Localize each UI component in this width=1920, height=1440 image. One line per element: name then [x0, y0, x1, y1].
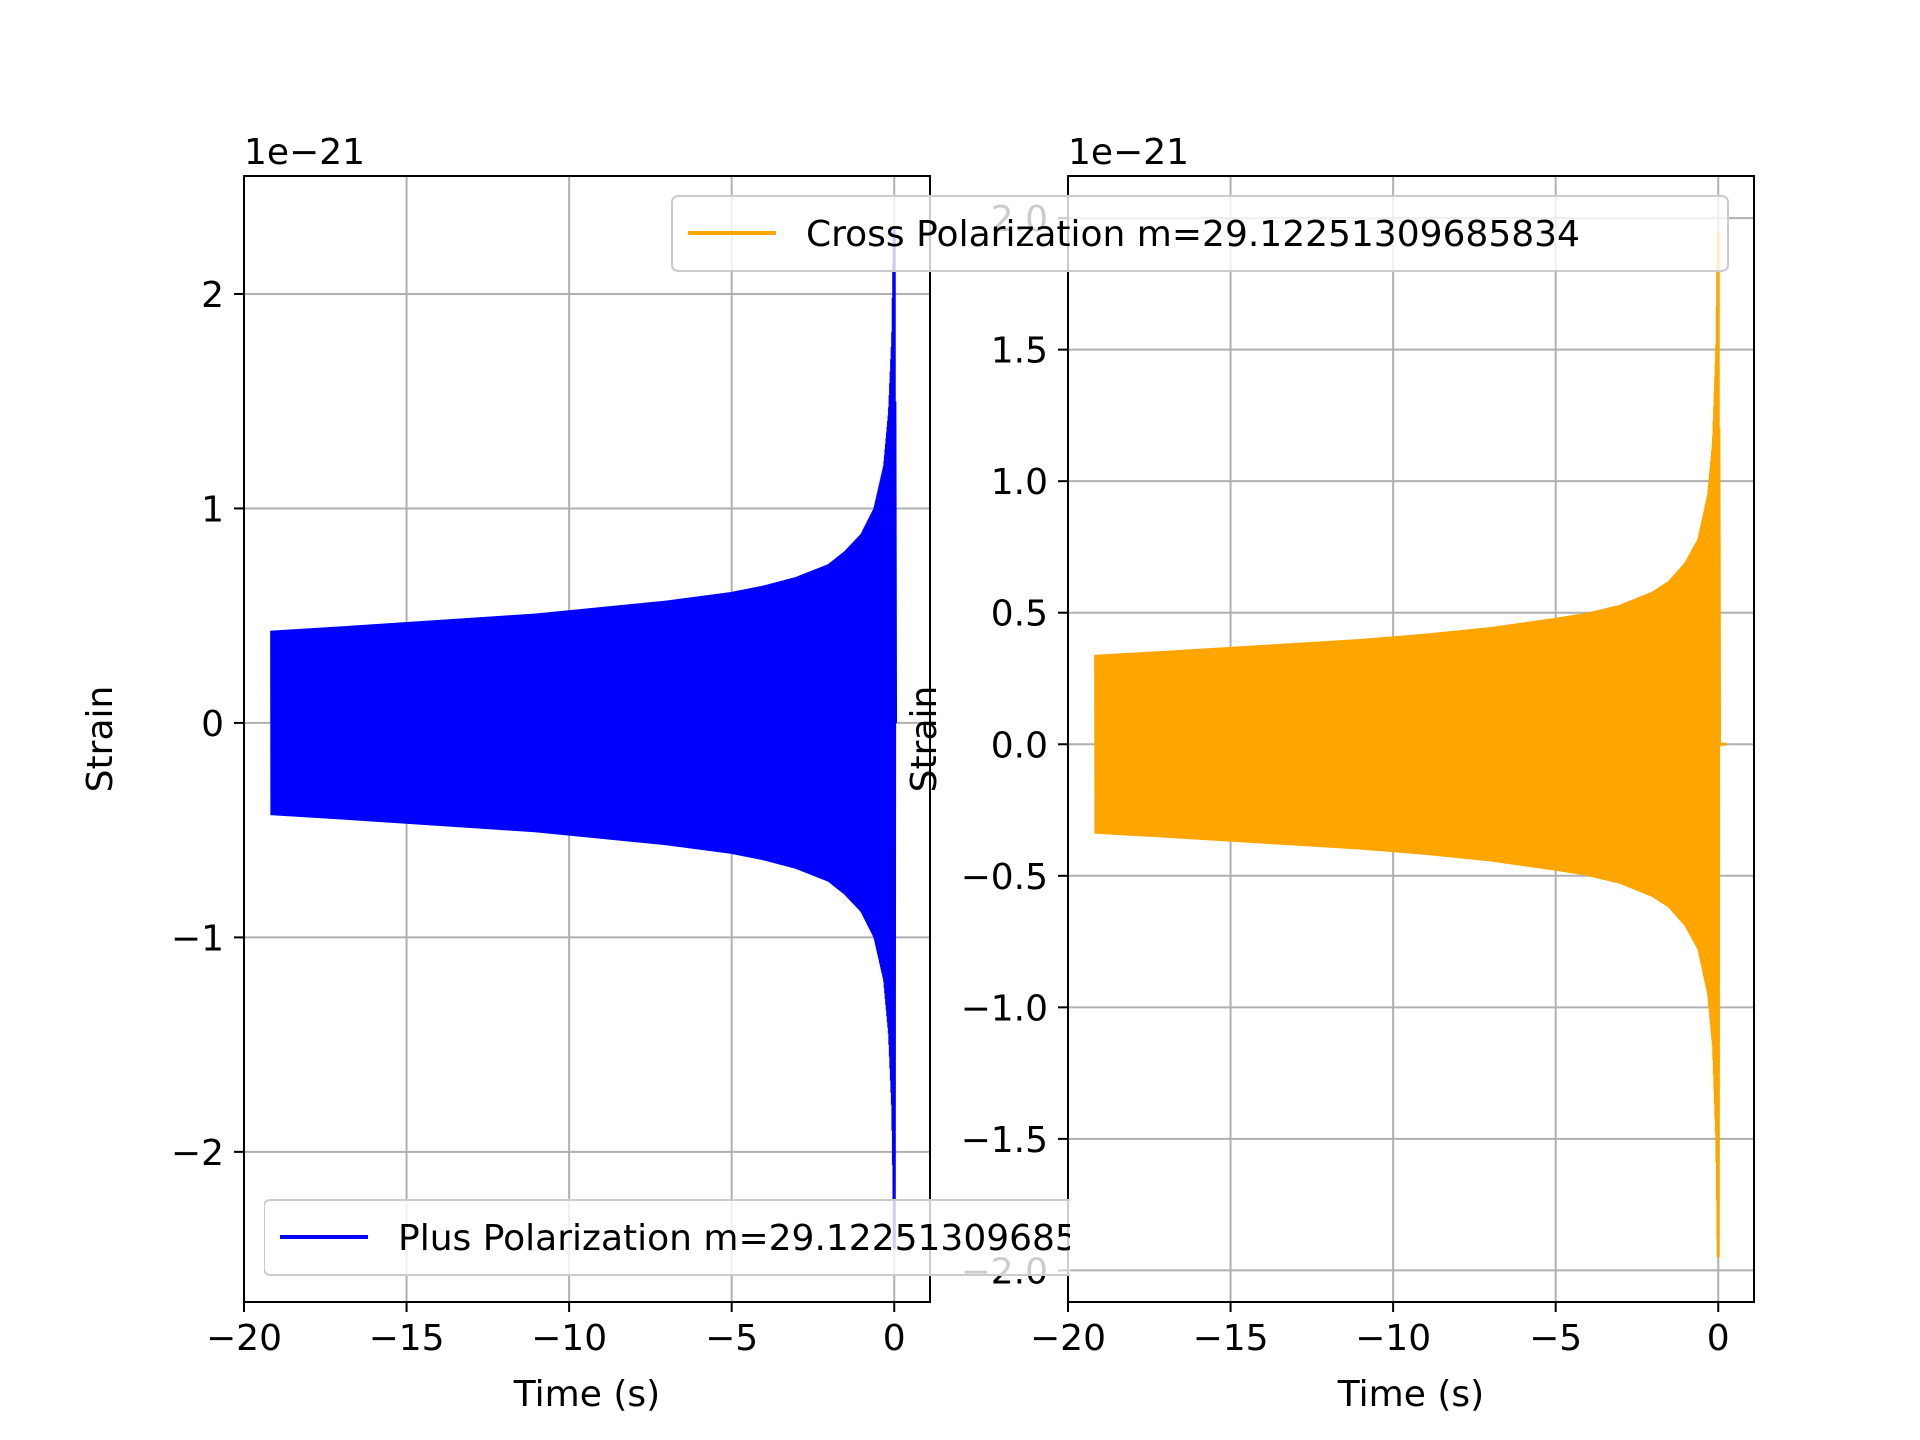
cross-x-axis-label: Time (s): [1337, 1374, 1484, 1415]
cross-polarization-subplot: −20−15−10−50 −2.0−1.5−1.0−0.50.00.51.01.…: [904, 132, 1755, 1415]
plus-waveform: [270, 229, 898, 1249]
plus-x-tick-label-3: −5: [705, 1318, 758, 1359]
cross-y-tick-label-1: −1.5: [961, 1120, 1048, 1161]
plus-x-tick-label-1: −15: [369, 1318, 445, 1359]
cross-y-ticks: −2.0−1.5−1.0−0.50.00.51.01.52.0: [961, 199, 1068, 1292]
plus-y-tick-label-3: 1: [201, 489, 224, 530]
plus-y-tick-label-2: 0: [201, 704, 224, 745]
plus-x-tick-label-2: −10: [531, 1318, 607, 1359]
cross-x-ticks: −20 −15 −10 −5 0: [1030, 1302, 1730, 1359]
plus-x-tick-label-0: −20: [206, 1318, 282, 1359]
cross-series-line-0: [1094, 231, 1727, 1258]
plus-series-line-0: [270, 229, 898, 1249]
cross-x-tick-label-4: 0: [1707, 1318, 1730, 1359]
cross-x-tick-label-2: −10: [1355, 1318, 1431, 1359]
plus-y-tick-label-1: −1: [171, 918, 224, 959]
cross-y-axis-label: Strain: [904, 686, 945, 793]
plus-x-axis-label: Time (s): [513, 1374, 660, 1415]
plus-legend-label: Plus Polarization m=29.12251309685834: [398, 1218, 1147, 1259]
cross-legend-label: Cross Polarization m=29.12251309685834: [806, 214, 1580, 255]
cross-y-tick-label-3: −0.5: [961, 857, 1048, 898]
cross-x-tick-label-0: −20: [1030, 1318, 1106, 1359]
plus-axes-frame: [243, 175, 931, 1303]
plus-x-tick-label-4: 0: [883, 1318, 906, 1359]
cross-offset-text: 1e−21: [1068, 132, 1189, 173]
cross-x-tick-label-3: −5: [1529, 1318, 1582, 1359]
plus-legend: Plus Polarization m=29.12251309685834: [264, 1199, 1147, 1276]
cross-legend: Cross Polarization m=29.12251309685834: [671, 195, 1729, 272]
plus-x-ticks: −20 −15 −10 −5 0: [206, 1302, 906, 1359]
cross-y-tick-label-6: 1.0: [991, 462, 1048, 503]
cross-y-tick-label-7: 1.5: [991, 331, 1048, 372]
plus-offset-text: 1e−21: [244, 132, 365, 173]
cross-y-tick-label-2: −1.0: [961, 988, 1048, 1029]
cross-y-tick-label-4: 0.0: [991, 725, 1048, 766]
cross-y-tick-label-5: 0.5: [991, 594, 1048, 635]
plus-y-tick-label-0: −2: [171, 1133, 224, 1174]
cross-x-tick-label-1: −15: [1193, 1318, 1269, 1359]
plus-legend-box: [264, 1199, 1070, 1276]
plus-y-ticks: −2 −1 0 1 2: [171, 275, 244, 1174]
plus-y-tick-label-4: 2: [201, 275, 224, 316]
plus-y-axis-label: Strain: [80, 686, 121, 793]
cross-axes-frame: [1067, 175, 1755, 1303]
cross-legend-box: [671, 195, 1729, 272]
cross-waveform: [1094, 231, 1727, 1258]
